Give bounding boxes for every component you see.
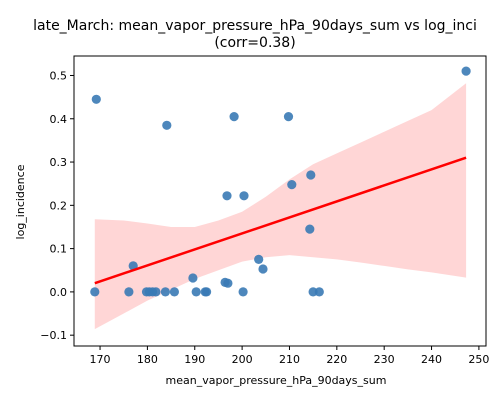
y-axis-label: log_incidence: [14, 164, 27, 239]
data-point-9: [162, 121, 171, 130]
y-tick-label-1: 0.0: [50, 286, 68, 299]
x-tick-label-220: 220: [326, 353, 347, 366]
data-point-28: [315, 287, 324, 296]
data-point-21: [254, 255, 263, 264]
plot-area: [74, 56, 486, 346]
x-tick-label-170: 170: [90, 353, 111, 366]
data-point-16: [222, 191, 231, 200]
data-point-23: [284, 112, 293, 121]
y-tick-label-5: 0.4: [50, 113, 68, 126]
data-point-10: [170, 287, 179, 296]
x-tick-label-200: 200: [232, 353, 253, 366]
data-point-18: [230, 112, 239, 121]
data-point-17: [223, 279, 232, 288]
x-tick-label-210: 210: [279, 353, 300, 366]
data-point-20: [239, 191, 248, 200]
y-tick-label-3: 0.2: [50, 199, 68, 212]
x-tick-label-180: 180: [137, 353, 158, 366]
data-point-2: [124, 287, 133, 296]
chart-title-line2: (corr=0.38): [214, 35, 295, 51]
data-point-26: [306, 170, 315, 179]
y-tick-label-6: 0.5: [50, 69, 68, 82]
data-point-7: [151, 287, 160, 296]
data-point-1: [92, 95, 101, 104]
data-point-25: [305, 225, 314, 234]
data-point-22: [258, 264, 267, 273]
x-tick-label-250: 250: [468, 353, 489, 366]
data-point-11: [188, 273, 197, 282]
data-point-12: [192, 287, 201, 296]
data-point-29: [462, 67, 471, 76]
data-point-14: [202, 287, 211, 296]
x-tick-label-190: 190: [184, 353, 205, 366]
chart-title-line1: late_March: mean_vapor_pressure_hPa_90da…: [33, 18, 477, 34]
x-tick-label-240: 240: [421, 353, 442, 366]
x-axis-ticks: 170 180 190 200 210 220 230 240 250: [90, 346, 490, 366]
data-point-0: [90, 287, 99, 296]
y-axis-ticks: −0.1 0.0 0.1 0.2 0.3 0.4 0.5: [40, 69, 74, 342]
data-point-24: [287, 180, 296, 189]
x-tick-label-230: 230: [374, 353, 395, 366]
x-axis-label: mean_vapor_pressure_hPa_90days_sum: [166, 374, 387, 387]
data-point-8: [161, 287, 170, 296]
data-point-19: [239, 287, 248, 296]
y-tick-label-0: −0.1: [40, 329, 67, 342]
y-tick-label-2: 0.1: [50, 243, 68, 256]
y-tick-label-4: 0.3: [50, 156, 68, 169]
